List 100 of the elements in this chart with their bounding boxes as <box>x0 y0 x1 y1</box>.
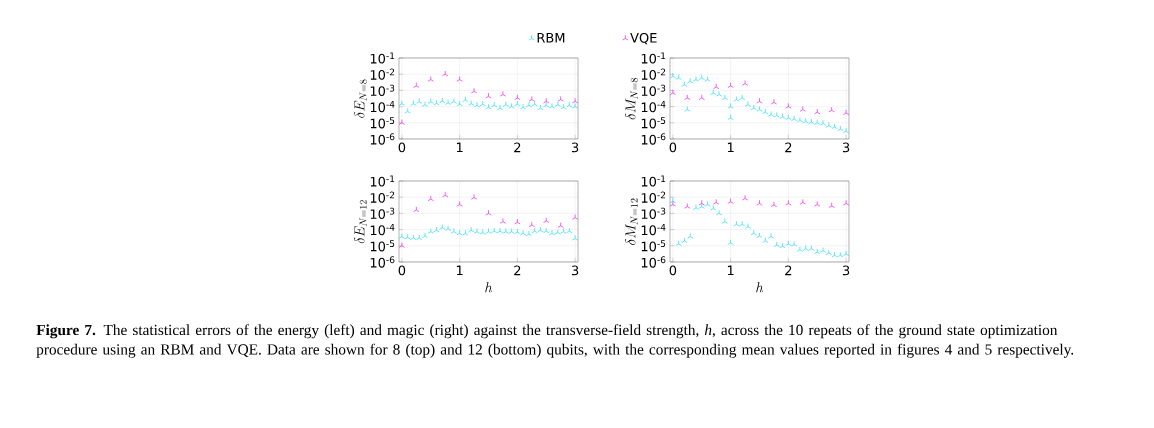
point <box>416 234 423 241</box>
point <box>468 100 475 106</box>
point <box>767 111 775 117</box>
point <box>802 245 809 251</box>
point <box>687 233 694 239</box>
point <box>704 201 711 207</box>
point <box>410 234 417 241</box>
point <box>791 240 798 247</box>
y-tick-label: 10$^{-4}$ <box>370 101 395 113</box>
y-tick-label: 10$^{-2}$ <box>641 191 666 203</box>
point <box>796 116 804 123</box>
point <box>566 101 573 108</box>
point <box>779 242 786 249</box>
point <box>767 233 775 239</box>
point <box>842 250 850 256</box>
point <box>762 237 769 243</box>
point <box>537 226 544 233</box>
point <box>756 199 763 206</box>
point <box>560 103 567 110</box>
x-tick-label: 3 <box>571 265 579 276</box>
y-tick-label: 10$^{-6}$ <box>370 133 395 145</box>
y-tick-label: 10$^{-3}$ <box>370 84 395 97</box>
point <box>842 127 850 134</box>
point <box>496 227 504 234</box>
point <box>770 201 778 207</box>
point <box>825 122 832 128</box>
point <box>727 82 734 88</box>
point <box>710 89 717 95</box>
point <box>456 201 463 207</box>
point <box>692 76 700 82</box>
point <box>744 101 752 107</box>
x-tick-label: 2 <box>785 265 792 276</box>
point <box>669 197 677 204</box>
y-tick-label: 10$^{-2}$ <box>370 68 395 80</box>
point <box>814 108 821 115</box>
point <box>421 101 429 107</box>
point <box>710 204 717 211</box>
point <box>684 106 691 112</box>
point <box>398 119 406 125</box>
point <box>808 245 815 251</box>
point <box>733 96 740 102</box>
point <box>721 218 728 224</box>
point <box>557 96 564 102</box>
point <box>831 251 838 258</box>
y-tick-label: 10$^{-2}$ <box>641 68 666 80</box>
y-tick-label: 10$^{-3}$ <box>641 84 666 97</box>
y-tick-label: 10$^{-5}$ <box>641 117 666 129</box>
point <box>684 203 691 209</box>
point <box>442 70 449 77</box>
point <box>485 92 492 99</box>
x-tick-label: 3 <box>842 265 850 276</box>
point <box>485 228 492 234</box>
point <box>713 83 720 90</box>
point <box>404 107 411 114</box>
point <box>741 80 749 86</box>
y-tick-label: 10$^{-5}$ <box>370 240 395 252</box>
point <box>514 218 521 225</box>
point <box>450 98 457 104</box>
legend-label: RBM <box>537 33 565 43</box>
point <box>756 106 763 112</box>
point <box>404 233 411 240</box>
point <box>837 125 844 132</box>
point <box>715 209 723 216</box>
point <box>433 226 440 233</box>
point <box>727 103 734 109</box>
point <box>499 91 507 97</box>
point <box>814 201 821 207</box>
point <box>502 101 509 107</box>
point <box>508 228 515 234</box>
point <box>525 101 533 108</box>
point <box>444 99 452 105</box>
y-tick-label: 10$^{-6}$ <box>641 133 666 145</box>
y-axis-title: $\delta E_{N=12}$ <box>354 200 367 244</box>
point <box>727 114 734 120</box>
point <box>785 114 792 120</box>
point <box>773 241 780 248</box>
point <box>439 97 446 103</box>
point <box>669 89 677 95</box>
point <box>692 204 700 210</box>
point <box>520 229 527 236</box>
point <box>416 98 423 104</box>
y-tick-label: 10$^{-3}$ <box>370 207 395 220</box>
y-tick-label: 10$^{-1}$ <box>641 175 666 187</box>
point <box>485 209 492 216</box>
point <box>473 228 481 234</box>
point <box>543 217 550 223</box>
point <box>814 248 821 255</box>
point <box>779 113 786 119</box>
x-tick-label: 2 <box>785 142 792 153</box>
point <box>785 199 792 206</box>
x-tick-label: 0 <box>669 142 677 153</box>
point <box>560 228 567 234</box>
y-axis-title: $\delta M_{N=12}$ <box>625 198 638 245</box>
point <box>462 96 469 103</box>
point <box>514 228 521 235</box>
point <box>413 82 420 88</box>
point <box>773 112 780 118</box>
y-tick-label: 10$^{-4}$ <box>641 224 666 236</box>
point <box>571 214 579 220</box>
point <box>473 101 481 108</box>
